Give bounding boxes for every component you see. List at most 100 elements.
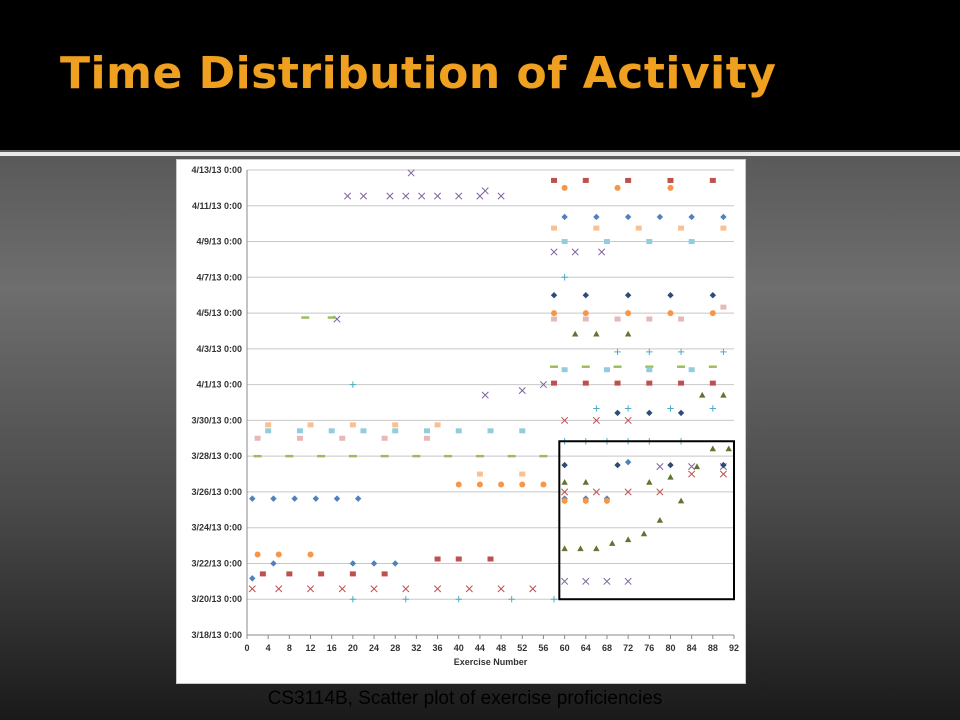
x-tick-label: 84 (687, 643, 697, 653)
data-point (667, 310, 674, 317)
data-point (307, 551, 314, 558)
data-point (333, 495, 341, 502)
data-point (402, 585, 410, 593)
data-point (561, 461, 568, 469)
data-point (402, 596, 410, 603)
data-point (498, 481, 505, 488)
data-point (720, 391, 727, 398)
y-tick-label: 4/5/13 0:00 (196, 308, 242, 318)
data-point (624, 291, 632, 299)
data-point (708, 365, 717, 368)
x-tick-label: 40 (454, 643, 464, 653)
data-point (625, 310, 632, 317)
data-point (625, 177, 632, 183)
x-tick-label: 88 (708, 643, 718, 653)
y-tick-label: 4/3/13 0:00 (196, 344, 242, 354)
data-point (624, 577, 632, 585)
data-point (603, 239, 610, 245)
data-point (720, 213, 727, 221)
y-tick-label: 3/20/13 0:00 (191, 594, 242, 604)
data-point (561, 545, 568, 552)
data-point (444, 454, 453, 458)
data-point (487, 428, 494, 434)
y-tick-label: 4/13/13 0:00 (191, 165, 242, 175)
data-point (693, 463, 701, 470)
data-point (624, 330, 632, 337)
y-tick-label: 4/9/13 0:00 (196, 237, 242, 247)
data-point (582, 291, 589, 299)
data-point (624, 458, 632, 466)
data-point (709, 177, 716, 183)
data-point (592, 488, 600, 496)
data-point (307, 422, 314, 428)
data-point (434, 192, 442, 200)
data-point (249, 495, 256, 502)
data-point (354, 495, 362, 502)
data-point (561, 479, 568, 485)
data-point (709, 291, 717, 299)
data-point (577, 545, 584, 552)
data-point (481, 187, 489, 195)
data-point (529, 585, 537, 593)
data-point (296, 435, 303, 441)
data-point (561, 416, 569, 424)
data-point (507, 454, 516, 458)
data-point (550, 365, 559, 368)
data-point (593, 405, 600, 412)
data-point (551, 380, 558, 386)
data-point (646, 367, 653, 373)
data-point (598, 248, 606, 256)
data-point (614, 184, 621, 191)
x-tick-label: 60 (560, 643, 570, 653)
data-point (582, 316, 589, 322)
data-point (656, 488, 664, 496)
data-point (624, 488, 632, 496)
data-point (275, 551, 282, 558)
data-point (455, 596, 462, 603)
x-tick-label: 64 (581, 643, 591, 653)
data-point (392, 560, 399, 567)
data-point (254, 551, 261, 558)
data-point (286, 571, 293, 577)
data-point (624, 213, 632, 221)
x-tick-label: 36 (433, 643, 443, 653)
data-point (640, 530, 648, 537)
data-point (603, 497, 610, 504)
data-point (688, 463, 696, 471)
data-point (475, 454, 484, 458)
data-point (561, 274, 568, 281)
data-point (624, 536, 632, 543)
x-tick-label: 76 (644, 643, 654, 653)
data-point (551, 177, 558, 183)
data-point (265, 428, 272, 434)
data-point (582, 479, 589, 485)
data-point (344, 192, 352, 200)
data-point (571, 248, 579, 256)
x-tick-label: 80 (665, 643, 675, 653)
data-point (348, 454, 357, 458)
data-point (646, 380, 653, 386)
x-tick-label: 72 (623, 643, 633, 653)
data-point (582, 497, 589, 504)
data-point (519, 471, 526, 477)
slide-caption: CS3114B, Scatter plot of exercise profic… (267, 688, 663, 709)
data-point (312, 495, 320, 502)
data-point (593, 225, 600, 231)
data-point (270, 495, 277, 502)
data-point (720, 461, 727, 469)
data-point (677, 365, 686, 368)
data-point (306, 585, 315, 593)
data-point (539, 381, 547, 389)
data-point (497, 192, 505, 200)
data-point (646, 348, 653, 356)
data-point (561, 213, 568, 221)
data-point (296, 428, 303, 434)
data-point (582, 577, 590, 585)
data-point (518, 387, 526, 395)
x-tick-label: 20 (348, 643, 358, 653)
data-point (603, 577, 611, 585)
data-point (571, 330, 579, 337)
data-point (667, 405, 674, 412)
y-tick-label: 3/26/13 0:00 (191, 487, 242, 497)
data-point (392, 422, 399, 428)
